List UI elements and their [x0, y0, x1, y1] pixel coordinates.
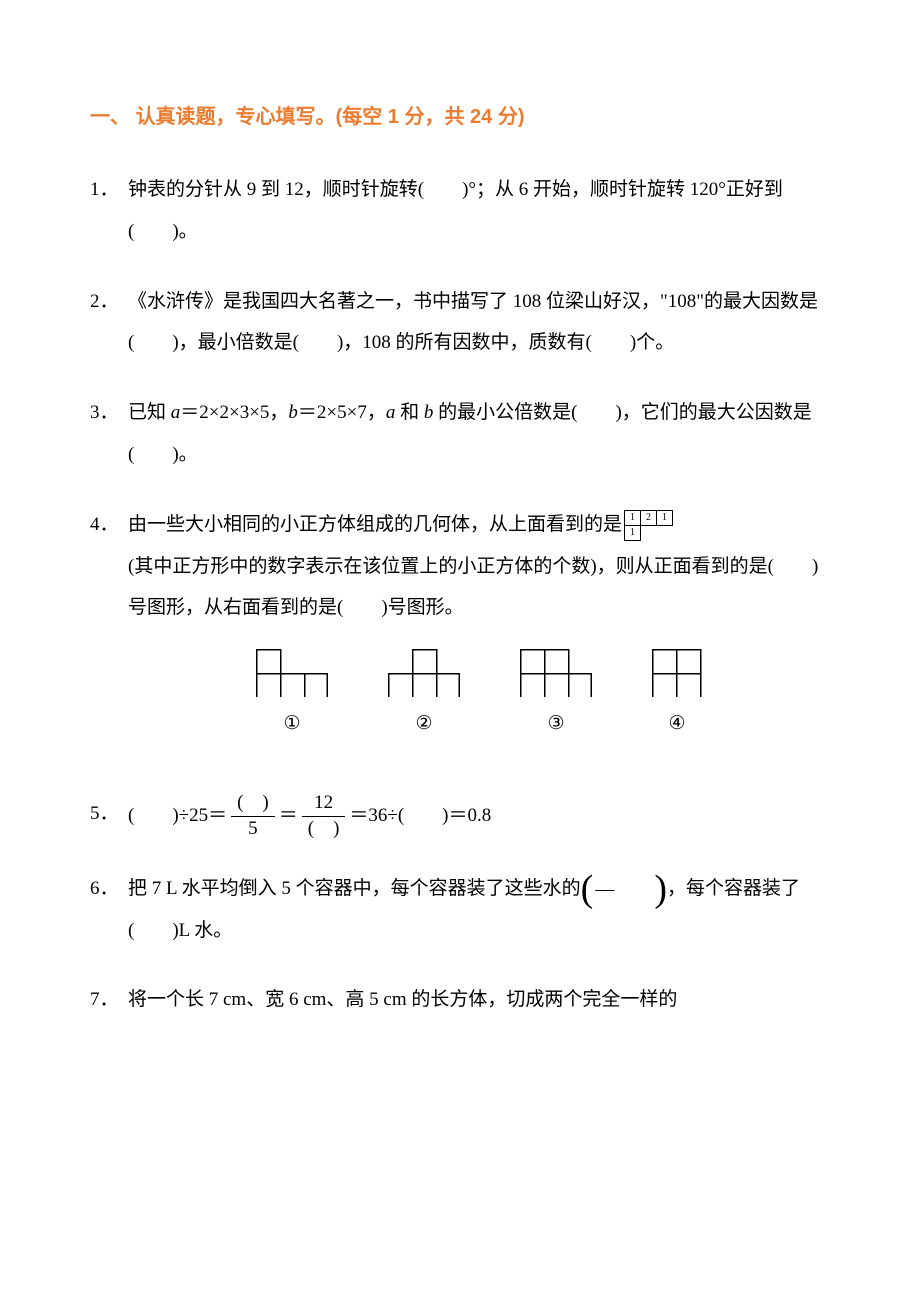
q3-a2: a — [386, 402, 396, 423]
q5-frac1: ( ) 5 — [231, 793, 275, 840]
q5-frac2: 12 ( ) — [302, 793, 346, 840]
q5-content: ( )÷25＝ ( ) 5 ＝ 12 ( ) ＝36÷( )＝0.8 — [128, 793, 830, 840]
q1-label: 1． — [90, 169, 128, 211]
q3-a: a — [171, 402, 181, 423]
q3-b: b — [288, 402, 298, 423]
shape2-label: ② — [415, 703, 432, 745]
question-6: 6． 把 7 L 水平均倒入 5 个容器中，每个容器装了这些水的(— )，每个容… — [90, 868, 830, 952]
q6-part1: 把 7 L 水平均倒入 5 个容器中，每个容器装了这些水的 — [128, 878, 581, 899]
q6-big-paren: (— ) — [581, 870, 667, 908]
q6-label: 6． — [90, 868, 128, 910]
q5-frac2-den: ( ) — [302, 817, 346, 840]
q3-eq1: ＝2×2×3×5， — [180, 402, 288, 423]
tv-r1c2: 2 — [641, 510, 657, 525]
q4-line2: (其中正方形中的数字表示在该位置上的小正方体的个数)，则从正面看到的是( )号图… — [128, 546, 830, 630]
q3-eq2: ＝2×5×7， — [298, 402, 386, 423]
q3-b2: b — [424, 402, 434, 423]
q3-label: 3． — [90, 392, 128, 434]
tv-r1c1: 1 — [625, 510, 641, 525]
q3-and: 和 — [395, 402, 424, 423]
q5-frac1-den: 5 — [231, 817, 275, 840]
q4-topview: 1 2 1 1 — [624, 510, 673, 541]
q3-content: 已知 a＝2×2×3×5，b＝2×5×7，a 和 b 的最小公倍数是( )，它们… — [128, 392, 830, 476]
question-5: 5． ( )÷25＝ ( ) 5 ＝ 12 ( ) ＝36÷( )＝0.8 — [90, 793, 830, 840]
shape-4: ④ — [652, 649, 702, 745]
q5-mid1: ＝ — [279, 795, 298, 837]
q7-label: 7． — [90, 979, 128, 1021]
shape3-label: ③ — [547, 703, 564, 745]
q5-frac1-num: ( ) — [231, 793, 275, 817]
question-3: 3． 已知 a＝2×2×3×5，b＝2×5×7，a 和 b 的最小公倍数是( )… — [90, 392, 830, 476]
shape-1: ① — [256, 649, 328, 745]
shape1-svg — [256, 649, 328, 697]
tv-r1c3: 1 — [657, 510, 673, 525]
shape4-svg — [652, 649, 702, 697]
q2-label: 2． — [90, 281, 128, 323]
shape3-svg — [520, 649, 592, 697]
q3-part1: 已知 — [128, 402, 171, 423]
q5-pre: ( )÷25＝ — [128, 795, 227, 837]
q4-shapes: ① ② ③ — [128, 649, 830, 745]
q7-content: 将一个长 7 cm、宽 6 cm、高 5 cm 的长方体，切成两个完全一样的 — [128, 979, 830, 1021]
section-header: 一、 认真读题，专心填写。(每空 1 分，共 24 分) — [90, 100, 830, 129]
q6-content: 把 7 L 水平均倒入 5 个容器中，每个容器装了这些水的(— )，每个容器装了… — [128, 868, 830, 952]
question-1: 1． 钟表的分针从 9 到 12，顺时针旋转( )°；从 6 开始，顺时针旋转 … — [90, 169, 830, 253]
section-title: 认真读题，专心填写。(每空 1 分，共 24 分) — [136, 106, 525, 128]
q5-mid2: ＝36÷( )＝0.8 — [349, 795, 491, 837]
q5-label: 5． — [90, 793, 128, 835]
q6-dash: — — [593, 880, 616, 899]
q5-frac2-num: 12 — [302, 793, 346, 817]
q4-label: 4． — [90, 504, 128, 546]
shape-2: ② — [388, 649, 460, 745]
q4-line1: 由一些大小相同的小正方体组成的几何体，从上面看到的是 — [128, 514, 622, 535]
tv-r2c1: 1 — [625, 525, 641, 540]
shape-3: ③ — [520, 649, 592, 745]
question-7: 7． 将一个长 7 cm、宽 6 cm、高 5 cm 的长方体，切成两个完全一样… — [90, 979, 830, 1021]
q4-content: 由一些大小相同的小正方体组成的几何体，从上面看到的是 1 2 1 1 (其中正方… — [128, 504, 830, 765]
shape2-svg — [388, 649, 460, 697]
q1-content: 钟表的分针从 9 到 12，顺时针旋转( )°；从 6 开始，顺时针旋转 120… — [128, 169, 830, 253]
question-2: 2． 《水浒传》是我国四大名著之一，书中描写了 108 位梁山好汉，"108"的… — [90, 281, 830, 365]
question-4: 4． 由一些大小相同的小正方体组成的几何体，从上面看到的是 1 2 1 1 (其… — [90, 504, 830, 765]
q2-content: 《水浒传》是我国四大名著之一，书中描写了 108 位梁山好汉，"108"的最大因… — [128, 281, 830, 365]
section-number: 一、 — [90, 106, 130, 128]
shape4-label: ④ — [668, 703, 685, 745]
shape1-label: ① — [283, 703, 300, 745]
